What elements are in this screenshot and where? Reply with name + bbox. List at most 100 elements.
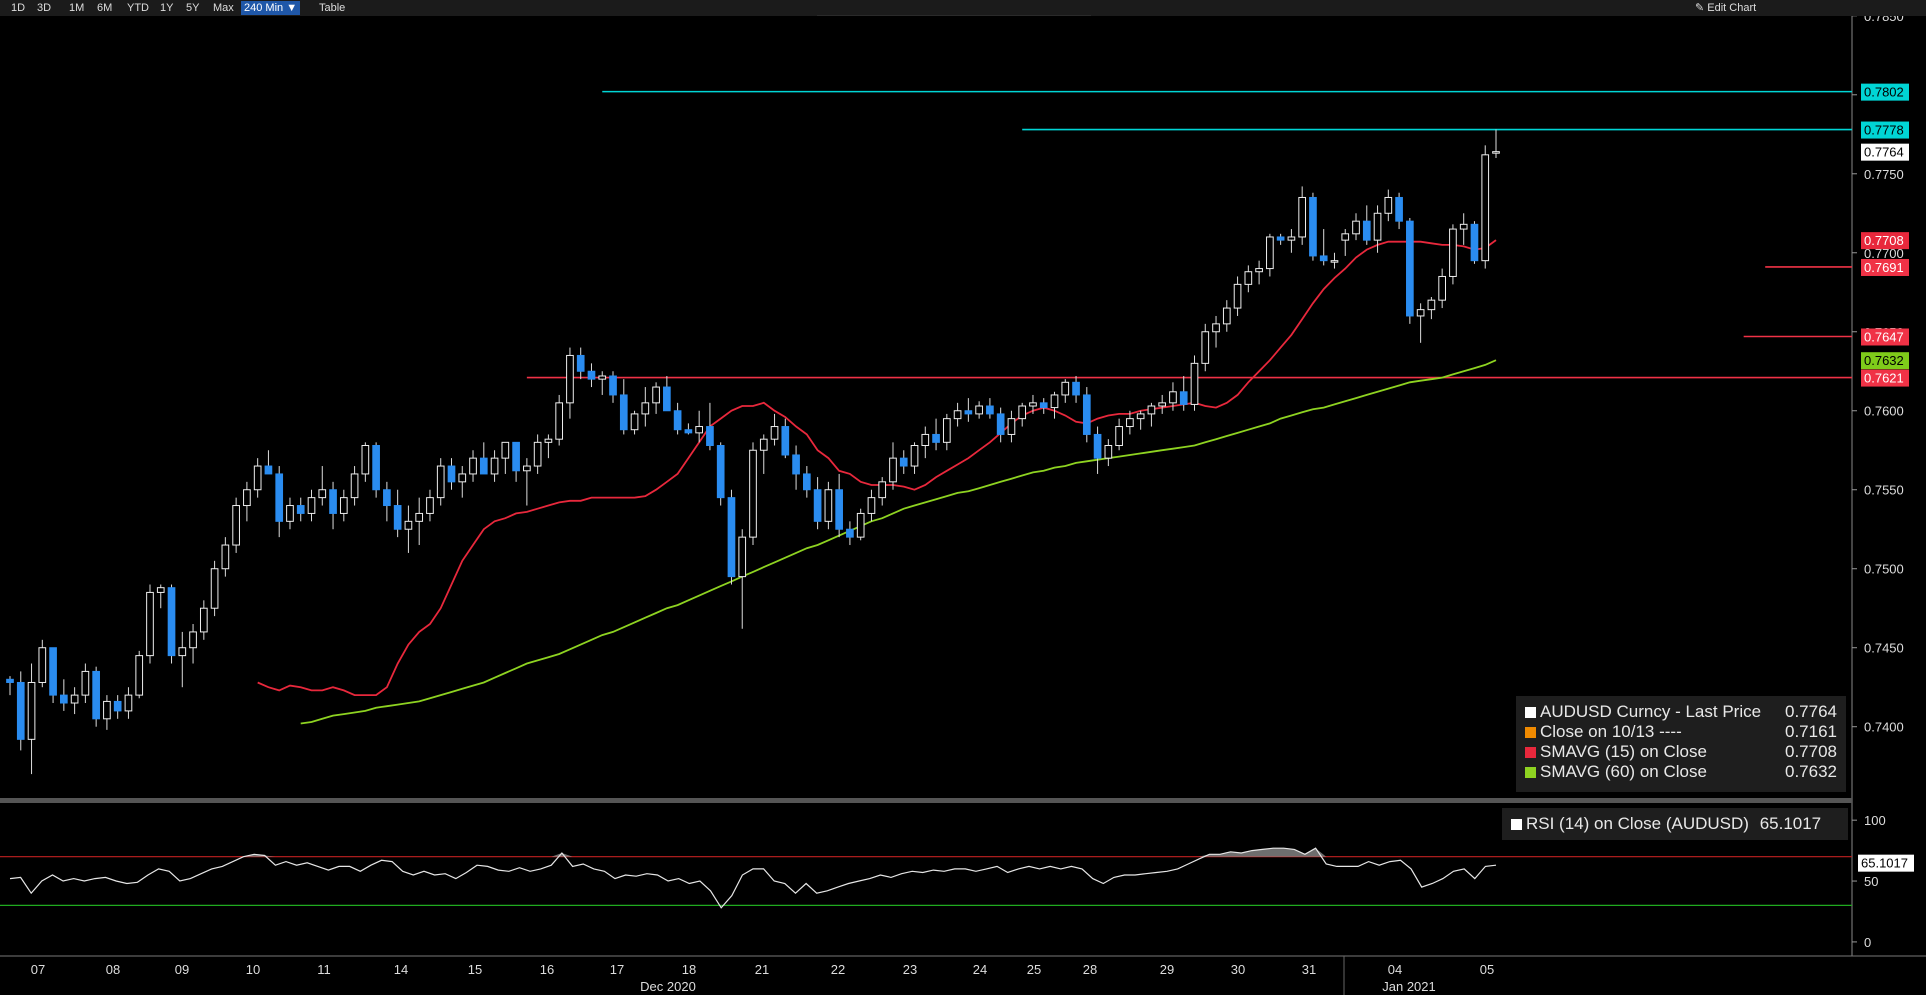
candle-up — [523, 465, 531, 472]
candle-down — [6, 678, 14, 683]
candle-down — [372, 445, 380, 491]
range-button[interactable]: YTD — [127, 2, 149, 14]
candle-up — [878, 481, 887, 499]
candle-down — [16, 681, 25, 740]
candle-up — [824, 489, 833, 522]
rsi-legend-value: 65.1017 — [1759, 814, 1822, 833]
candle-down — [1039, 402, 1048, 409]
candle-up — [1438, 275, 1446, 301]
range-button[interactable]: 6M — [97, 2, 113, 14]
candle-up — [1147, 405, 1156, 415]
level-tag — [1861, 369, 1909, 387]
candle-up — [1330, 260, 1339, 263]
level-tag-label: 0.7621 — [1864, 371, 1904, 386]
x-tick-label: 11 — [317, 962, 331, 977]
candle-up — [770, 426, 779, 440]
legend-row: SMAVG (60) on Close 0.7632 — [1525, 762, 1837, 782]
candle-up — [630, 413, 639, 431]
level-tag — [1861, 258, 1909, 276]
range-button[interactable]: 3D — [37, 2, 52, 14]
candle-down — [587, 370, 596, 380]
range-button[interactable]: 1D — [11, 2, 26, 14]
candle-up — [1029, 402, 1037, 407]
candle-down — [512, 441, 520, 472]
level-tag-label: 0.7647 — [1864, 329, 1904, 344]
range-button[interactable]: 1Y — [160, 2, 174, 14]
legend-row: Close on 10/13 ---- 0.7161 — [1525, 722, 1837, 742]
range-button[interactable]: Max — [213, 2, 234, 14]
legend-value: 0.7708 — [1785, 742, 1837, 761]
candle-down — [727, 497, 736, 578]
candle-down — [167, 587, 176, 657]
candle-up — [1126, 418, 1134, 428]
candle-up — [243, 489, 251, 507]
x-tick-label: 28 — [1083, 962, 1097, 977]
candle-up — [350, 473, 359, 499]
candle-down — [1470, 223, 1479, 262]
x-tick-label: 17 — [610, 962, 624, 977]
candle-up — [415, 512, 424, 522]
candle-down — [803, 473, 811, 491]
level-tag — [1861, 83, 1909, 101]
x-tick-label: 31 — [1302, 962, 1316, 977]
legend-row: SMAVG (15) on Close 0.7708 — [1525, 742, 1837, 762]
candle-up — [146, 591, 154, 657]
candle-up — [1427, 299, 1436, 311]
candle-up — [1255, 268, 1263, 273]
candle-up — [1384, 196, 1393, 214]
candle-up — [458, 473, 467, 483]
sma60-line — [300, 359, 1497, 725]
rsi-line — [9, 847, 1497, 909]
y-tick-label: 0.7550 — [1864, 483, 1904, 498]
candle-up — [232, 505, 240, 546]
candle-up — [1201, 331, 1210, 364]
candle-up — [253, 465, 262, 491]
candle-down — [264, 465, 273, 475]
x-tick-label: 24 — [973, 962, 987, 977]
price-tag-label: 0.7708 — [1864, 233, 1904, 248]
candle-down — [1276, 236, 1285, 241]
pencil-icon: ✎ — [1695, 2, 1705, 14]
x-tick-label: 21 — [755, 962, 769, 977]
range-button[interactable]: 5Y — [186, 2, 200, 14]
candle-up — [135, 655, 144, 696]
legend-label: Close on 10/13 ---- — [1540, 722, 1682, 741]
candle-up — [156, 587, 165, 593]
rsi-legend-label: RSI (14) on Close (AUDUSD) — [1526, 814, 1749, 833]
price-tag-label: 0.7764 — [1864, 145, 1904, 160]
candle-down — [619, 394, 628, 431]
candle-up — [1373, 212, 1382, 241]
candle-up — [1050, 394, 1059, 409]
level-tag-label: 0.7691 — [1864, 260, 1904, 275]
candle-up — [921, 433, 930, 447]
x-sublabel: Dec 2020 — [640, 979, 696, 994]
legend-label: SMAVG (60) on Close — [1540, 762, 1707, 781]
candle-up — [436, 465, 445, 499]
candle-up — [1190, 362, 1199, 405]
x-tick-label: 29 — [1160, 962, 1174, 977]
candle-up — [210, 568, 219, 609]
edit-chart-button[interactable]: ✎ Edit Chart — [1695, 1, 1756, 14]
x-tick-label: 10 — [246, 962, 260, 977]
y-tick-label: 0.7500 — [1864, 562, 1904, 577]
x-tick-label: 05 — [1480, 962, 1494, 977]
candle-up — [318, 489, 327, 499]
candle-down — [663, 386, 671, 412]
candle-up — [544, 438, 553, 443]
range-button[interactable]: 240 Min ▼ — [241, 1, 301, 15]
candle-up — [1136, 413, 1145, 420]
candle-up — [910, 445, 919, 467]
candle-down — [781, 426, 790, 456]
range-button[interactable]: Table — [319, 2, 346, 14]
range-button[interactable]: 1M — [69, 2, 85, 14]
sma15-line — [257, 239, 1497, 696]
candle-up — [189, 631, 197, 649]
x-tick-label: 22 — [831, 962, 845, 977]
candle-up — [566, 354, 574, 404]
candle-down — [1319, 255, 1328, 262]
x-sublabel: Jan 2021 — [1382, 979, 1436, 994]
x-tick-label: 07 — [31, 962, 45, 977]
x-tick-label: 09 — [175, 962, 189, 977]
candle-down — [684, 429, 693, 434]
legend-swatch — [1525, 767, 1536, 778]
